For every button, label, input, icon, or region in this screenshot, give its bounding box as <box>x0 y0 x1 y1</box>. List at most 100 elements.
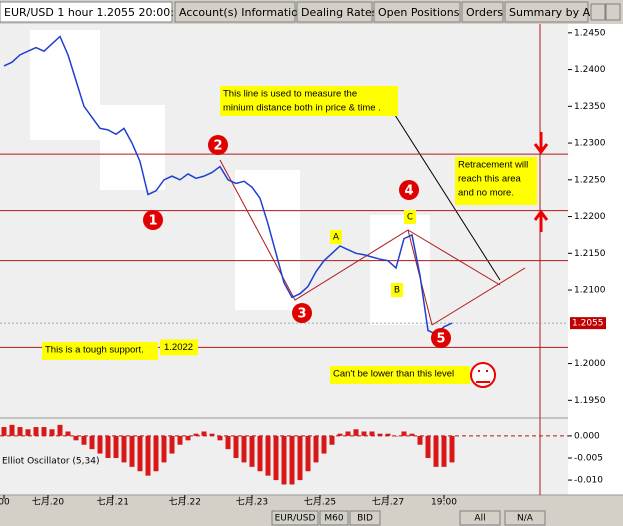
level-label-box <box>160 339 198 356</box>
toolbar-label[interactable]: EUR/USD <box>275 514 316 524</box>
toolbar-label[interactable]: BID <box>357 514 373 524</box>
toolbar-label[interactable]: M60 <box>324 514 343 524</box>
toolbar-label[interactable]: N/A <box>517 514 534 524</box>
note-text: Retracement will <box>458 160 528 171</box>
osc-bar <box>417 435 423 445</box>
tab-scroll[interactable] <box>590 3 606 21</box>
highlight <box>100 105 165 190</box>
osc-bar <box>73 435 79 441</box>
tab[interactable] <box>373 1 461 23</box>
wave-line <box>431 267 526 326</box>
tab[interactable] <box>461 1 504 23</box>
osc-bar <box>425 435 431 458</box>
arrow-up <box>533 209 549 232</box>
osc-title: Elliot Oscillator (5,34) <box>2 457 99 467</box>
osc-bar <box>433 435 439 467</box>
y-tick-label: 1.2450 <box>574 28 606 38</box>
osc-bar <box>361 431 367 436</box>
tab-label[interactable]: Summary by Ac <box>509 6 596 19</box>
wave-label: 3 <box>297 307 306 322</box>
smiley-face <box>476 370 490 383</box>
x-tick-label: 00 <box>0 498 10 508</box>
note-box <box>42 342 158 360</box>
osc-bar <box>153 435 159 472</box>
wave-marker <box>399 180 419 200</box>
arrow-down <box>533 132 549 155</box>
osc-bar <box>369 431 375 436</box>
note-box <box>455 157 537 205</box>
tab-label[interactable]: Account(s) Information <box>179 6 305 19</box>
osc-bar <box>145 435 151 476</box>
wave-label: 4 <box>404 184 413 199</box>
wave-label: 5 <box>436 332 445 347</box>
x-tick-label: 19:00 <box>431 498 457 508</box>
osc-bar <box>257 435 263 472</box>
toolbar-button[interactable] <box>271 510 319 526</box>
note-text: reach this area <box>458 174 522 185</box>
osc-bar <box>49 429 55 436</box>
x-tick-label: 七月.21 <box>97 497 129 508</box>
note-box <box>330 366 470 384</box>
current-price-box <box>570 317 606 330</box>
osc-bar <box>41 427 47 436</box>
osc-bar <box>353 429 359 436</box>
tab-scroll[interactable] <box>605 3 621 21</box>
osc-bar <box>1 427 7 436</box>
tab-label[interactable]: EUR/USD 1 hour 1.2055 20:00:00 <box>4 6 188 19</box>
osc-bar <box>201 431 207 436</box>
toolbar-button[interactable] <box>319 510 349 526</box>
measure-line <box>394 114 501 281</box>
toolbar-button[interactable] <box>504 510 546 526</box>
wave-marker <box>431 328 451 348</box>
osc-bar <box>241 435 247 463</box>
osc-bar <box>121 435 127 463</box>
tab-label[interactable]: Open Positions <box>378 6 460 19</box>
highlight <box>370 215 430 325</box>
osc-bar <box>441 435 447 467</box>
osc-bar <box>265 435 271 476</box>
toolbar-label[interactable]: All <box>474 514 485 524</box>
osc-bar <box>185 435 191 441</box>
level-label: 1.2022 <box>164 342 193 353</box>
osc-bar <box>337 433 343 436</box>
toolbar-button[interactable] <box>349 510 381 526</box>
y-tick-label: 1.1950 <box>574 396 606 406</box>
osc-bar <box>17 427 23 436</box>
osc-bar <box>345 431 351 436</box>
correction-box <box>404 210 416 224</box>
osc-bar <box>401 431 407 436</box>
note-text: This line is used to measure the <box>223 89 357 100</box>
wave-label: 2 <box>213 139 222 154</box>
osc-bar <box>169 435 175 454</box>
osc-bar <box>89 435 95 450</box>
tab[interactable] <box>0 1 173 23</box>
osc-bar <box>409 433 415 436</box>
y-tick-label: 1.2150 <box>574 249 606 259</box>
tab[interactable] <box>174 1 296 23</box>
tab-label[interactable]: Dealing Rates <box>301 6 378 19</box>
osc-bar <box>321 435 327 454</box>
note-box <box>220 86 398 116</box>
tab-label[interactable]: Orders <box>466 6 503 19</box>
osc-bar <box>137 435 143 472</box>
osc-bar <box>9 424 15 436</box>
tab[interactable] <box>504 1 589 23</box>
osc-bar <box>161 435 167 463</box>
osc-bar <box>289 435 295 485</box>
wave-marker <box>143 210 163 230</box>
tab[interactable] <box>296 1 373 23</box>
osc-bar <box>305 435 311 472</box>
osc-bar <box>249 435 255 467</box>
osc-bar <box>281 435 287 485</box>
toolbar-button[interactable] <box>459 510 501 526</box>
x-tick-label: 七月.20 <box>32 497 65 508</box>
note-text: Can't be lower than this level <box>333 369 454 380</box>
correction-label: A <box>333 233 340 243</box>
osc-bar <box>105 435 111 458</box>
y-tick-label: 1.2300 <box>574 139 606 149</box>
y-tick-label: 1.2250 <box>574 175 606 185</box>
osc-bar <box>209 433 215 436</box>
y-tick-label: 1.2350 <box>574 102 606 112</box>
